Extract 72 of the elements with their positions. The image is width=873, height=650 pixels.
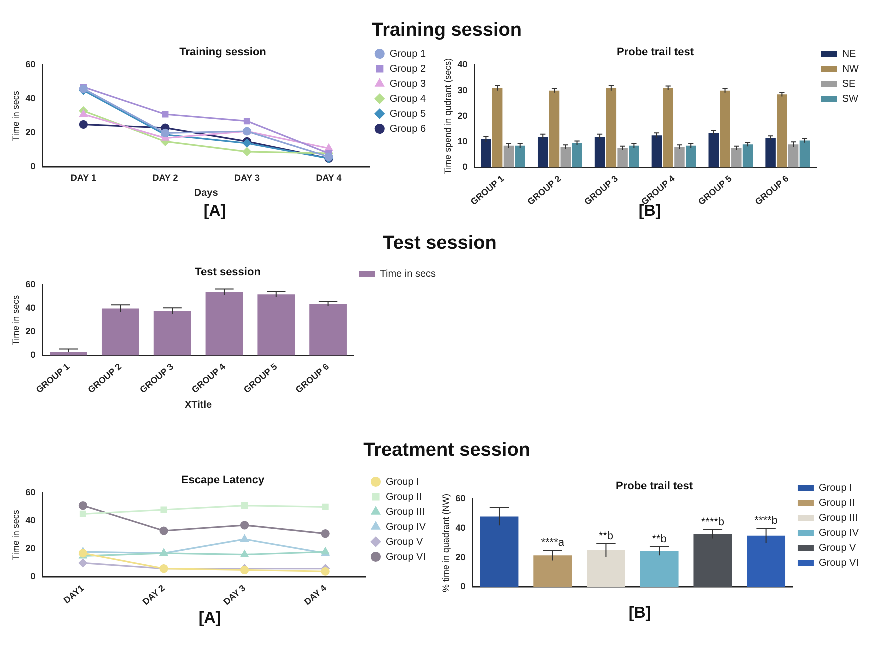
y-tick-label: 60 bbox=[26, 280, 36, 290]
y-axis-title: Time in secs bbox=[10, 510, 21, 560]
legend-label: Group VI bbox=[818, 558, 860, 569]
chart-title: Probe trail test bbox=[616, 480, 694, 493]
x-axis-title: XTitle bbox=[185, 400, 212, 411]
y-tick-label: 0 bbox=[462, 162, 468, 172]
legend-label: Group II bbox=[386, 492, 422, 503]
legend-label: Group 1 bbox=[390, 48, 426, 60]
legend-label: Group 2 bbox=[390, 64, 426, 75]
legend-label: Group 4 bbox=[390, 94, 426, 105]
legend-label: Group II bbox=[818, 498, 856, 509]
y-tick-label: 60 bbox=[26, 60, 36, 70]
y-tick-label: 20 bbox=[26, 544, 36, 554]
legend-label: Group III bbox=[818, 512, 858, 524]
legend-label: SE bbox=[842, 78, 856, 90]
y-tick-label: 40 bbox=[458, 60, 468, 70]
text: Treatment session bbox=[364, 440, 530, 462]
legend-label: Group 3 bbox=[390, 78, 426, 90]
y-axis-title: Time in secs bbox=[10, 90, 21, 142]
x-tick-label: DAY 2 bbox=[152, 173, 178, 184]
y-tick-label: 60 bbox=[26, 488, 36, 498]
y-axis-title: % time in quadrant (NW) bbox=[440, 494, 451, 592]
y-tick-label: 40 bbox=[26, 303, 36, 314]
y-tick-label: 0 bbox=[30, 572, 36, 582]
x-tick-label: DAY 1 bbox=[70, 173, 96, 184]
y-tick-label: 20 bbox=[456, 552, 466, 562]
chart-title: Probe trail test bbox=[616, 46, 694, 59]
legend-label: Group III bbox=[386, 506, 425, 518]
data-label: ****a bbox=[541, 537, 566, 550]
legend-label: Group IV bbox=[386, 522, 426, 533]
x-tick-label: DAY 4 bbox=[316, 173, 342, 184]
chart-title: Escape Latency bbox=[181, 474, 266, 487]
text: [A] bbox=[198, 610, 222, 628]
y-tick-label: 40 bbox=[26, 94, 36, 104]
y-tick-label: 20 bbox=[458, 110, 468, 121]
y-axis-title: Time spend in qudrant (secs) bbox=[442, 58, 453, 175]
text: [A] bbox=[204, 203, 226, 221]
text: [B] bbox=[628, 605, 652, 623]
legend-label: Group I bbox=[386, 476, 420, 488]
legend-label: Group I bbox=[818, 482, 852, 494]
y-tick-label: 40 bbox=[26, 516, 36, 526]
y-tick-label: 40 bbox=[456, 523, 466, 534]
chart-title: Test session bbox=[195, 266, 262, 279]
y-tick-label: 20 bbox=[26, 326, 36, 337]
y-tick-label: 10 bbox=[458, 136, 468, 147]
x-tick-label: DAY 3 bbox=[234, 173, 260, 184]
legend-label: Group 6 bbox=[390, 124, 426, 135]
legend-label: Group 5 bbox=[390, 108, 426, 120]
legend-label: Group V bbox=[386, 536, 424, 548]
legend-label: NE bbox=[842, 48, 857, 60]
data-label: **b bbox=[598, 530, 614, 542]
y-tick-label: 20 bbox=[26, 128, 36, 138]
text: Test session bbox=[383, 233, 497, 255]
legend-label: NW bbox=[842, 64, 860, 75]
legend-label: SW bbox=[842, 94, 860, 105]
chart-title: Training session bbox=[180, 46, 267, 59]
legend-label: Time in secs bbox=[380, 268, 436, 280]
text: Training session bbox=[372, 20, 522, 42]
y-axis-title: Time in secs bbox=[10, 294, 21, 346]
y-tick-label: 0 bbox=[30, 350, 36, 360]
legend-label: Group V bbox=[818, 542, 857, 554]
y-tick-label: 0 bbox=[30, 162, 36, 172]
y-tick-label: 0 bbox=[460, 582, 466, 592]
data-label: **b bbox=[652, 533, 667, 546]
legend-label: Group VI bbox=[386, 552, 426, 563]
x-axis-title: Days bbox=[194, 188, 219, 199]
y-tick-label: 60 bbox=[456, 494, 466, 504]
y-tick-label: 30 bbox=[458, 85, 468, 96]
data-label: ****b bbox=[701, 516, 725, 529]
data-label: ****b bbox=[754, 515, 778, 528]
text: [B] bbox=[638, 203, 662, 221]
legend-label: Group IV bbox=[818, 528, 860, 539]
